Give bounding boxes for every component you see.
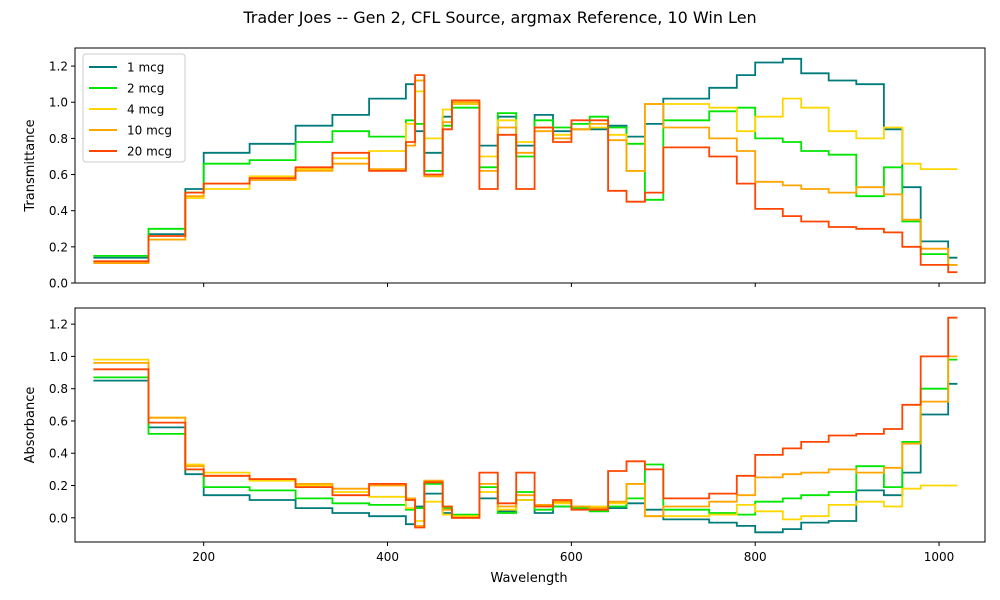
legend-label: 1 mcg xyxy=(127,61,164,75)
x-axis-label: Wavelength xyxy=(490,571,567,586)
absorbance-series-20-mcg xyxy=(93,316,958,529)
y-tick-label: 1.0 xyxy=(49,350,68,364)
absorbance-series-group xyxy=(93,316,958,534)
chart-title: Trader Joes -- Gen 2, CFL Source, argmax… xyxy=(243,8,757,27)
legend-label: 10 mcg xyxy=(127,124,172,138)
y-tick-label: 1.2 xyxy=(49,60,68,74)
transmittance-series-20-mcg xyxy=(93,74,958,274)
x-tick-label: 800 xyxy=(744,550,767,564)
y-tick-label: 0.2 xyxy=(49,479,68,493)
legend-label: 2 mcg xyxy=(127,82,164,96)
transmittance-series-group xyxy=(93,57,958,274)
absorbance-series-2-mcg xyxy=(93,358,958,516)
y-tick-label: 0.8 xyxy=(49,382,68,396)
transmittance-panel: 0.0 0.2 0.4 0.6 0.8 1.0 1.2 Transmittance 1 mcg 2… xyxy=(23,47,986,291)
x-tick-label: 400 xyxy=(376,550,399,564)
transmittance-series-2-mcg xyxy=(93,106,958,266)
y-tick-label: 0.2 xyxy=(49,240,68,254)
transmittance-axes-frame xyxy=(74,47,986,284)
absorbance-axes-frame xyxy=(74,307,986,543)
y-tick-label: 0.6 xyxy=(49,168,68,182)
y-tick-label: 0.0 xyxy=(49,511,68,525)
y-tick-label: 1.2 xyxy=(49,318,68,332)
legend-label: 20 mcg xyxy=(127,145,172,159)
legend-box xyxy=(82,53,186,163)
y-tick-label: 0.6 xyxy=(49,414,68,428)
legend-label: 4 mcg xyxy=(127,103,164,117)
y-tick-label: 0.4 xyxy=(49,204,68,218)
x-tick-label: 200 xyxy=(192,550,215,564)
legend: 1 mcg 2 mcg 4 mcg 10 mcg 20 mcg xyxy=(82,53,186,163)
x-tick-label: 1000 xyxy=(924,550,955,564)
x-tick-label: 600 xyxy=(560,550,583,564)
y-tick-label: 0.4 xyxy=(49,447,68,461)
transmittance-series-4-mcg xyxy=(93,90,958,263)
y-tick-label: 0.8 xyxy=(49,132,68,146)
y-tick-label: 0.0 xyxy=(49,277,68,291)
absorbance-y-axis-label: Absorbance xyxy=(23,387,38,464)
y-tick-label: 1.0 xyxy=(49,96,68,110)
absorbance-panel: 0.0 0.2 0.4 0.6 0.8 1.0 1.2 200 400 600 800 1000 Abs… xyxy=(23,307,986,564)
transmittance-y-axis-label: Transmittance xyxy=(23,119,38,212)
